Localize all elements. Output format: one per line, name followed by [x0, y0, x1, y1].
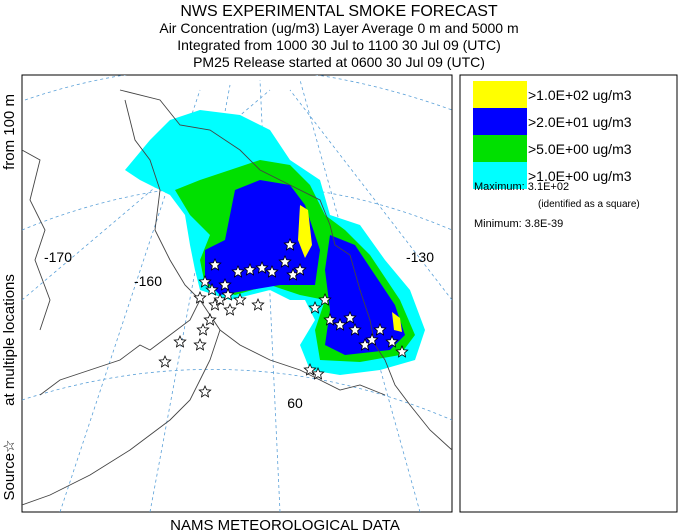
source-star: [283, 237, 297, 251]
source-star: [311, 366, 325, 380]
smoke-area: [298, 205, 402, 332]
source-star: [231, 264, 245, 278]
subtitle: Integrated from 1000 30 Jul to 1100 30 J…: [177, 37, 500, 53]
sources: [158, 237, 409, 398]
source-star: [308, 300, 322, 314]
legend-swatch: [473, 162, 527, 189]
subtitle: PM25 Release started at 0600 30 Jul 09 (…: [193, 54, 485, 70]
source-star: [265, 264, 279, 278]
source-star: [348, 322, 362, 336]
source-star: [198, 384, 212, 398]
source-star: [373, 322, 387, 336]
source-star: [213, 292, 227, 306]
side-label: at multiple locations: [1, 274, 18, 406]
subtitle: Air Concentration (ug/m3) Layer Average …: [159, 20, 518, 36]
source-star: [333, 317, 347, 331]
source-star: [221, 287, 235, 301]
legend-label: >1.0E+02 ug/m3: [528, 87, 632, 103]
source-star: [243, 262, 257, 276]
source-star: [323, 312, 337, 326]
source-star: [278, 254, 292, 268]
legend-label: >5.0E+00 ug/m3: [528, 141, 632, 157]
legend-label: >1.0E+00 ug/m3: [528, 168, 632, 184]
maximum: Maximum: 3.1E+02: [474, 181, 569, 193]
title: NWS EXPERIMENTAL SMOKE FORECAST: [180, 3, 498, 20]
source-star: [173, 334, 187, 348]
source-star: [365, 332, 379, 346]
footer: NAMS METEOROLOGICAL DATA: [170, 517, 400, 532]
map: -170 -160 -130 60: [21, 74, 453, 513]
source-star: [218, 277, 232, 291]
source-star: [233, 292, 247, 306]
minimum: Minimum: 3.8E-39: [474, 218, 563, 230]
map-label: -170: [44, 249, 72, 265]
legend-swatch: [473, 81, 527, 108]
source-star: [343, 310, 357, 324]
source-star: [208, 257, 222, 271]
source-star: [293, 262, 307, 276]
source-star: [385, 334, 399, 348]
source-star: [203, 312, 217, 326]
map-label: -160: [134, 273, 162, 289]
source-star: [193, 290, 207, 304]
smoke: [125, 110, 425, 375]
source-star: [395, 344, 409, 358]
side-label: Source☆: [1, 440, 18, 501]
coastline: [22, 89, 452, 506]
legend-label: >2.0E+01 ug/m3: [528, 114, 632, 130]
source-star: [158, 354, 172, 368]
source-star: [205, 282, 219, 296]
source-star: [223, 302, 237, 316]
source-star: [193, 337, 207, 351]
maximum-note: (identified as a square): [538, 199, 640, 210]
side-label: from 100 m: [1, 94, 18, 170]
source-star: [251, 297, 265, 311]
map-label: 60: [287, 395, 303, 411]
source-star: [196, 322, 210, 336]
source-star: [318, 292, 332, 306]
map-label: -130: [406, 249, 434, 265]
legend-swatch: [473, 108, 527, 135]
smoke-area: [205, 180, 405, 355]
legend-swatch: [473, 135, 527, 162]
legend: >1.0E+02 ug/m3 >2.0E+01 ug/m3 >5.0E+00 ug/…: [473, 81, 632, 189]
source-star: [198, 274, 212, 288]
source-star: [255, 260, 269, 274]
